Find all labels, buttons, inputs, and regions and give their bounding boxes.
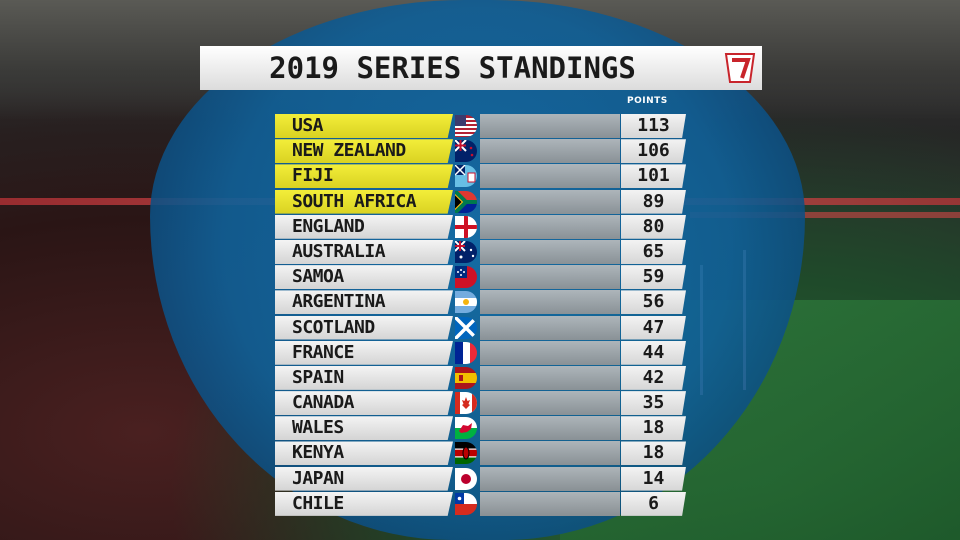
standings-row: CHILE 6 [275,491,686,516]
wales-flag-icon [455,417,477,440]
team-points: 18 [621,441,686,466]
row-spacer [480,114,620,138]
standings-row: USA 113 [275,114,686,138]
team-points: 80 [621,214,686,239]
row-spacer [480,391,620,416]
england-flag-icon [455,215,477,238]
row-spacer [480,139,620,164]
standings-row: SPAIN 42 [275,365,686,390]
japan-flag-icon [455,467,477,490]
team-name: USA [275,114,453,138]
new-zealand-flag-icon [455,140,477,163]
team-name: FRANCE [275,340,453,365]
stadium-ad-ribbon-right [690,212,960,218]
team-points: 44 [621,340,686,365]
kenya-flag-icon [455,442,477,465]
row-spacer [480,365,620,390]
team-name: SCOTLAND [275,315,453,340]
points-column-header: POINTS [627,96,668,106]
south-africa-flag-icon [455,190,477,213]
standings-row: AUSTRALIA 65 [275,239,686,264]
argentina-flag-icon [455,291,477,314]
team-points: 101 [621,164,686,189]
scotland-flag-icon [455,316,477,339]
chile-flag-icon [455,492,477,515]
graphic-backdrop [150,0,805,540]
team-points: 59 [621,265,686,290]
team-name: JAPAN [275,466,453,491]
team-name: WALES [275,416,453,441]
standings-row: NEW ZEALAND 106 [275,139,686,164]
team-name: SAMOA [275,265,453,290]
standings-row: JAPAN 14 [275,466,686,491]
row-spacer [480,290,620,315]
standings-table: USA 113 NEW ZEALAND 106 FIJI 101 SOUTH AFRICA 8… [275,114,686,517]
team-name: KENYA [275,441,453,466]
team-name: NEW ZEALAND [275,139,453,164]
team-points: 42 [621,365,686,390]
standings-row: ARGENTINA 56 [275,290,686,315]
row-spacer [480,416,620,441]
page-title: 2019 SERIES STANDINGS [269,51,636,85]
team-name: ARGENTINA [275,290,453,315]
team-points: 106 [621,139,686,164]
row-spacer [480,441,620,466]
standings-row: SAMOA 59 [275,265,686,290]
standings-row: FIJI 101 [275,164,686,189]
team-name: ENGLAND [275,214,453,239]
team-points: 47 [621,315,686,340]
team-points: 113 [621,114,686,138]
team-name: SPAIN [275,365,453,390]
standings-row: CANADA 35 [275,391,686,416]
france-flag-icon [455,341,477,364]
team-name: SOUTH AFRICA [275,189,453,214]
team-name: CHILE [275,491,453,516]
team-points: 35 [621,391,686,416]
row-spacer [480,214,620,239]
standings-row: WALES 18 [275,416,686,441]
standings-row: KENYA 18 [275,441,686,466]
series-logo-icon [724,53,756,83]
team-points: 18 [621,416,686,441]
row-spacer [480,265,620,290]
standings-row: ENGLAND 80 [275,214,686,239]
row-spacer [480,466,620,491]
row-spacer [480,340,620,365]
canada-flag-icon [455,392,477,415]
usa-flag-icon [455,115,477,137]
team-name: CANADA [275,391,453,416]
team-points: 14 [621,466,686,491]
row-spacer [480,239,620,264]
standings-row: FRANCE 44 [275,340,686,365]
standings-row: SCOTLAND 47 [275,315,686,340]
standings-row: SOUTH AFRICA 89 [275,189,686,214]
row-spacer [480,189,620,214]
team-points: 89 [621,189,686,214]
team-points: 56 [621,290,686,315]
team-points: 65 [621,239,686,264]
title-bar [200,46,762,90]
australia-flag-icon [455,240,477,263]
samoa-flag-icon [455,266,477,289]
row-spacer [480,491,620,516]
team-name: FIJI [275,164,453,189]
team-points: 6 [621,491,686,516]
row-spacer [480,315,620,340]
fiji-flag-icon [455,165,477,188]
row-spacer [480,164,620,189]
spain-flag-icon [455,366,477,389]
team-name: AUSTRALIA [275,239,453,264]
